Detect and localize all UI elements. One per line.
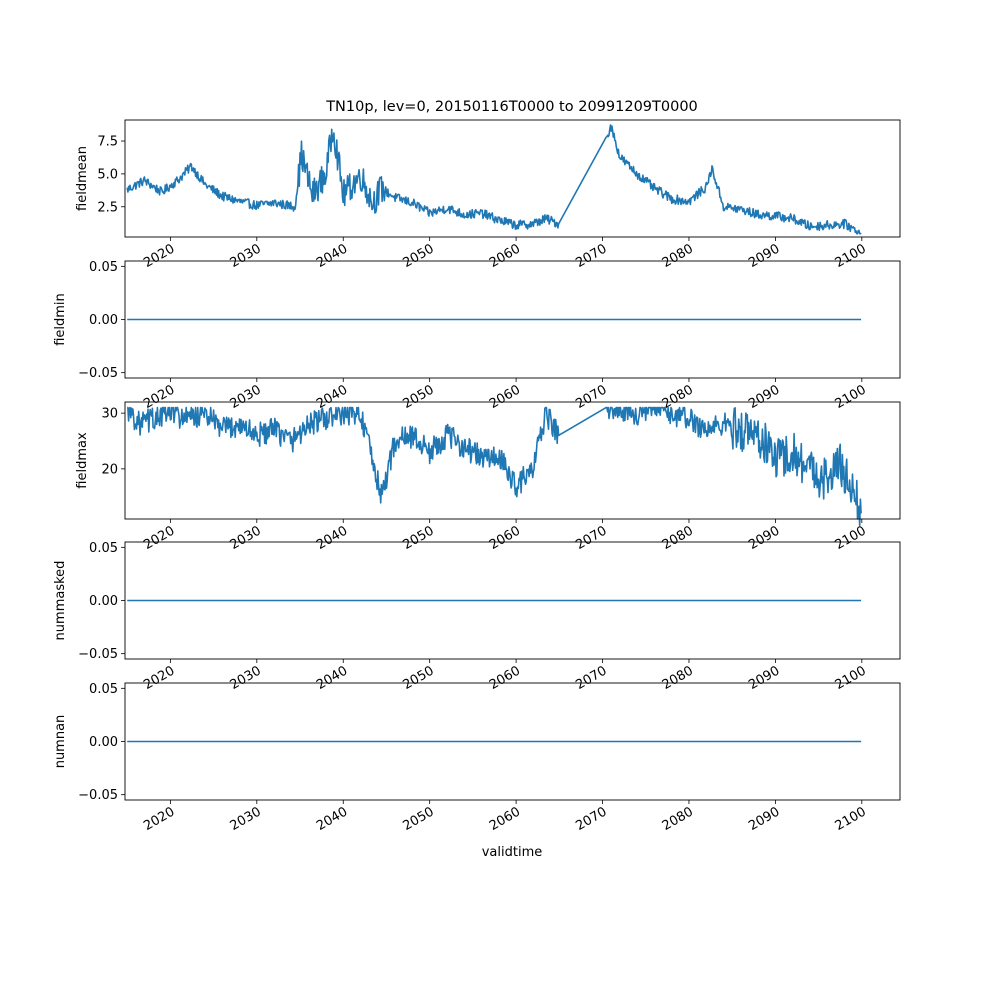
x-axis-label: validtime (482, 845, 543, 860)
chart-title: TN10p, lev=0, 20150116T0000 to 20991209T… (325, 99, 698, 115)
y-axis-label: fieldmin (53, 293, 68, 346)
series-line-fieldmean (126, 124, 862, 235)
y-axis-label: numnan (53, 715, 68, 769)
y-axis-label: fieldmean (75, 146, 90, 211)
axes-frame (124, 541, 901, 660)
y-tick-label: 0.05 (89, 682, 118, 697)
y-tick-label: 0.05 (89, 260, 118, 275)
y-tick-label: 0.05 (89, 541, 118, 556)
y-tick-label: 0.00 (89, 594, 118, 609)
y-axis-label: nummasked (53, 561, 68, 641)
axes-frame (124, 401, 901, 520)
y-tick-label: −0.05 (78, 366, 118, 381)
axes-frame (124, 260, 901, 379)
axes-frame (124, 682, 901, 801)
axes-frame (124, 119, 901, 238)
y-tick-label: 2.5 (97, 200, 118, 215)
y-tick-label: 20 (101, 462, 118, 477)
y-tick-label: 0.00 (89, 735, 118, 750)
y-axis-label: fieldmax (75, 432, 90, 489)
y-tick-label: 7.5 (97, 135, 118, 150)
y-tick-label: −0.05 (78, 647, 118, 662)
series-line-fieldmax (127, 406, 862, 527)
y-tick-label: 0.00 (89, 313, 118, 328)
y-tick-label: 30 (101, 407, 118, 422)
y-tick-label: 5.0 (97, 167, 118, 182)
y-tick-label: −0.05 (78, 788, 118, 803)
